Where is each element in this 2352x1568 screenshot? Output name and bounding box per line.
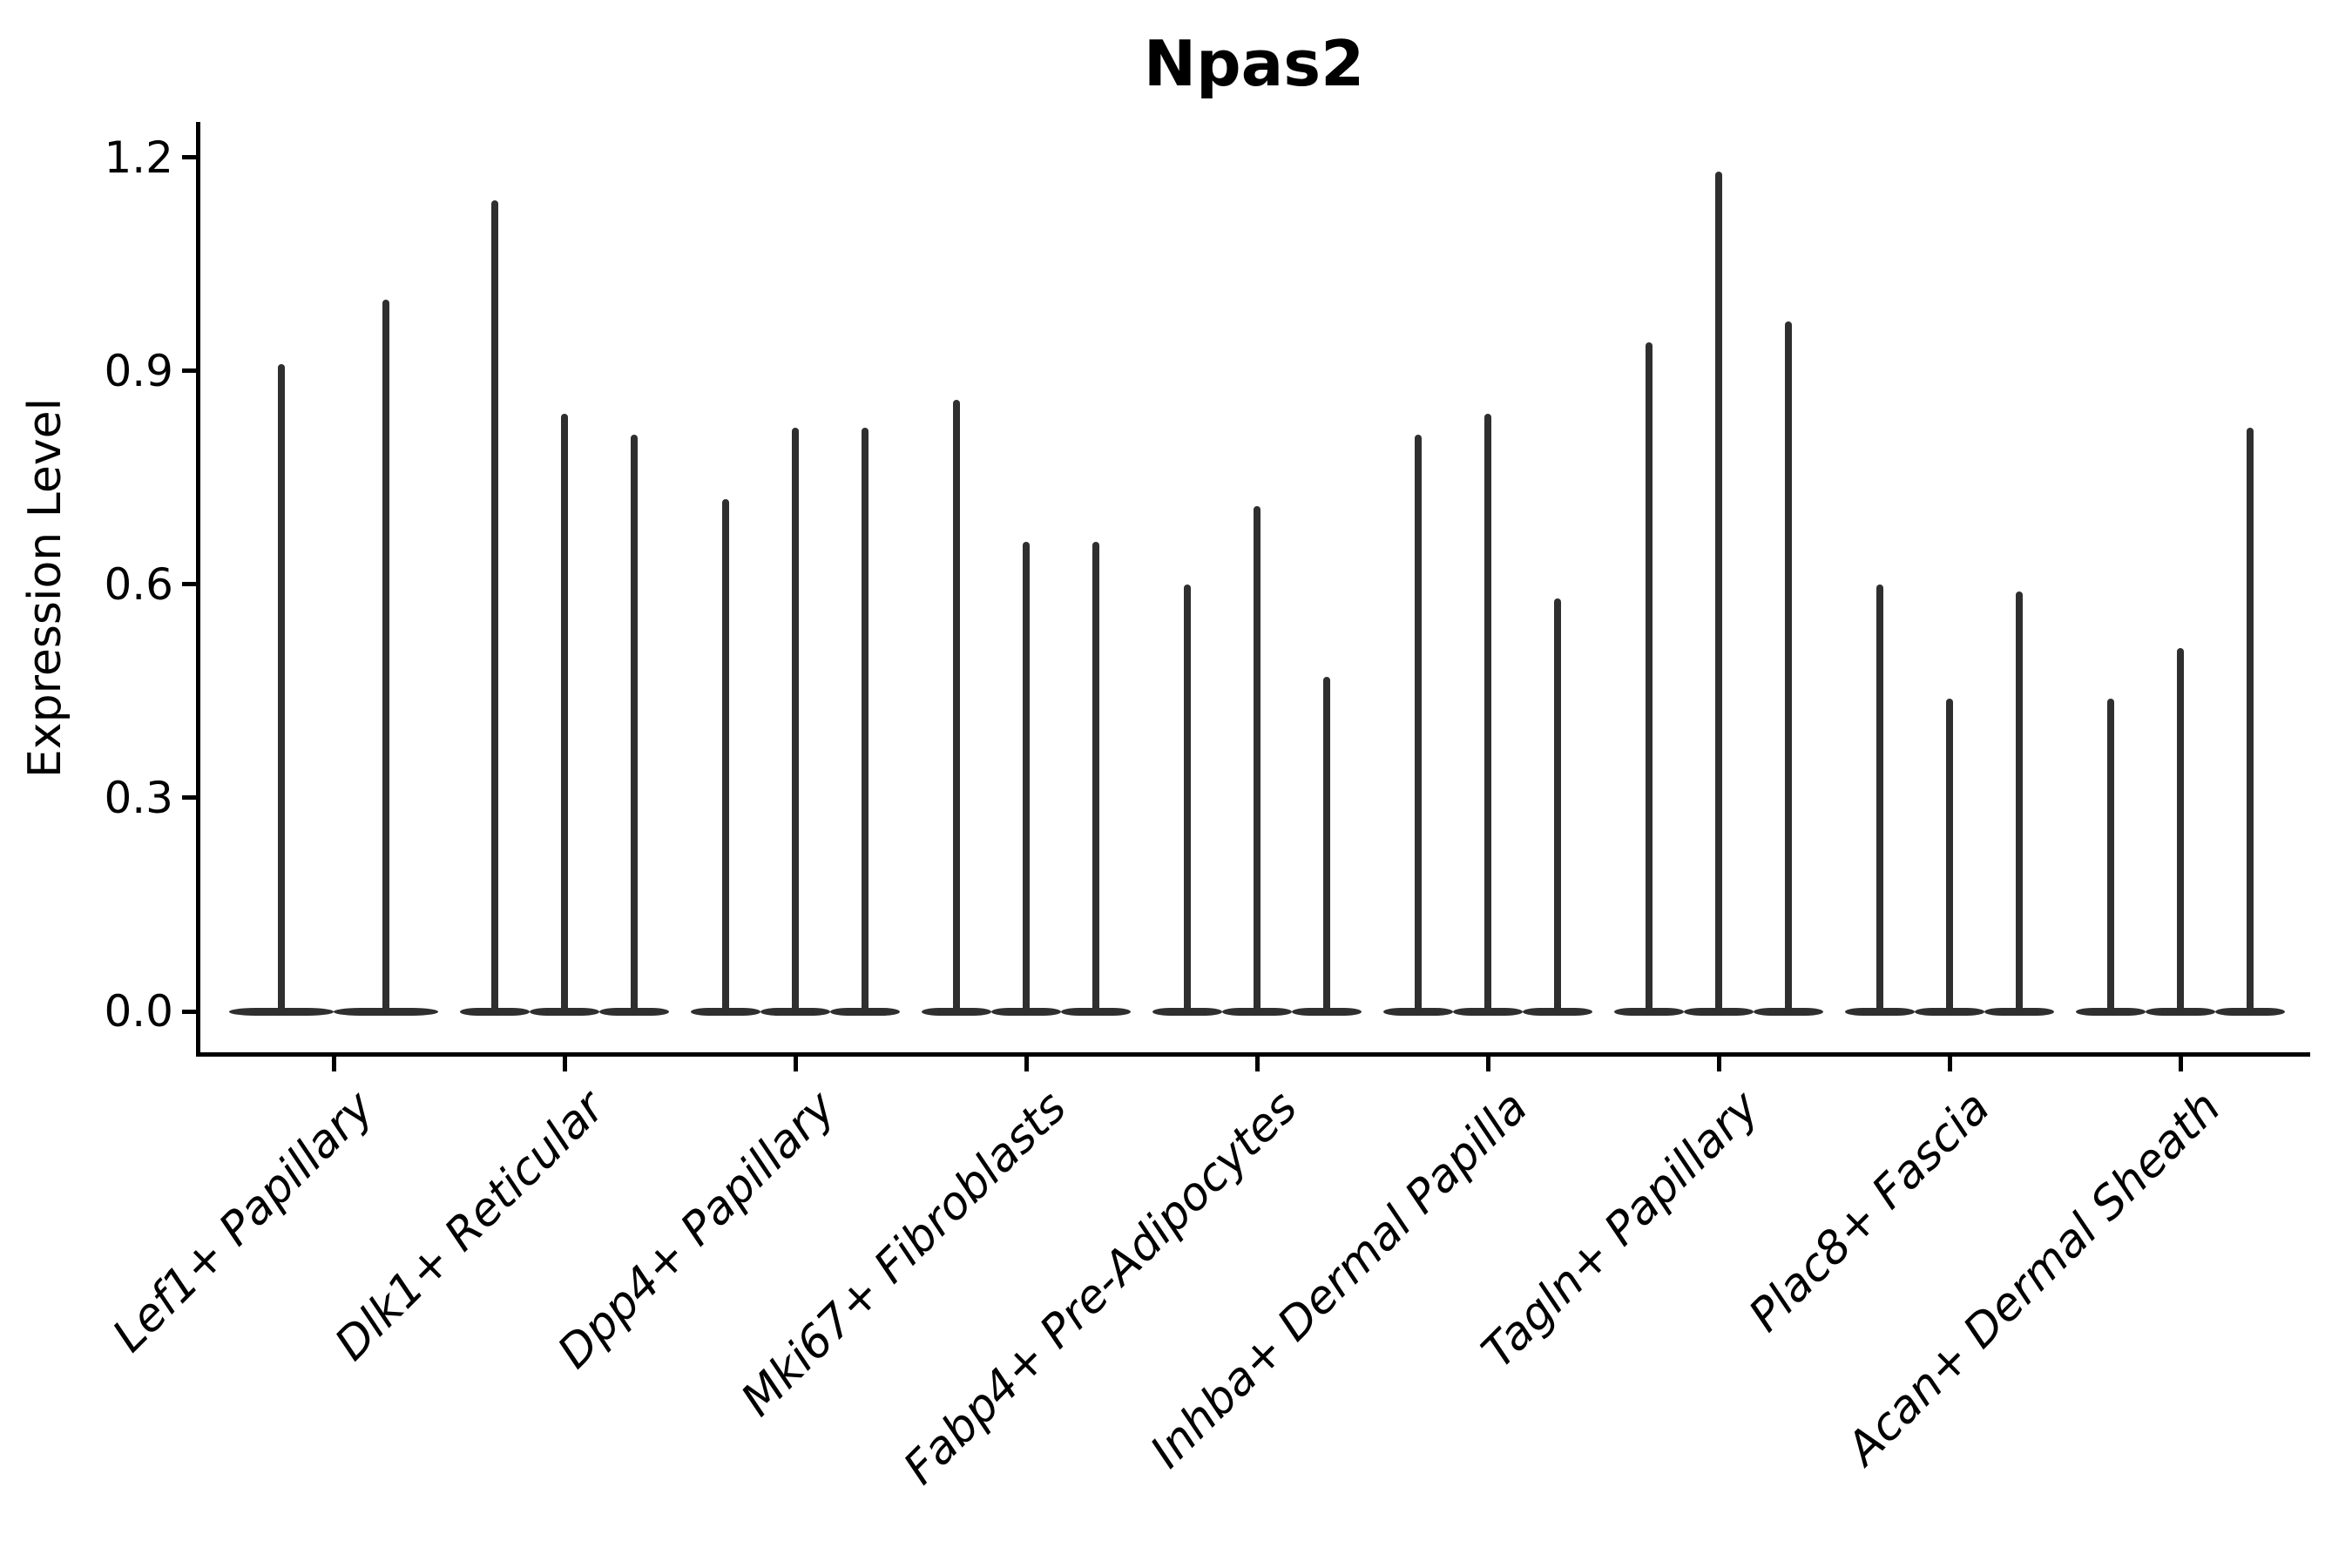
violin-spike <box>561 413 568 1011</box>
violin-base <box>2146 1007 2215 1016</box>
violin-spike <box>1184 584 1191 1011</box>
x-tick <box>1716 1057 1721 1071</box>
violin-spike <box>2247 428 2254 1011</box>
violin-spike <box>1023 541 1030 1011</box>
violin-base <box>1915 1007 1984 1016</box>
y-tick <box>182 368 196 374</box>
violin-spike <box>953 399 960 1011</box>
x-tick-label: Plac8+ Fascia <box>1739 1081 2000 1342</box>
x-tick <box>1254 1057 1260 1071</box>
x-tick <box>1947 1057 1952 1071</box>
violin-base <box>1453 1007 1523 1016</box>
y-tick <box>182 582 196 587</box>
violin-base <box>1383 1007 1453 1016</box>
violin-base <box>1684 1007 1754 1016</box>
violin-spike <box>862 428 868 1011</box>
violin-spike <box>2016 591 2023 1011</box>
violin-base <box>1061 1007 1131 1016</box>
x-axis-spine <box>196 1052 2310 1057</box>
violin-base <box>760 1007 830 1016</box>
violin-base <box>691 1007 760 1016</box>
violin-base <box>2076 1007 2146 1016</box>
x-tick-label: Acan+ Dermal Sheath <box>1836 1081 2231 1476</box>
violin-base <box>1614 1007 1684 1016</box>
x-tick <box>562 1057 567 1071</box>
violin-spike <box>631 435 638 1011</box>
violin-base <box>460 1007 530 1016</box>
violin-spike <box>278 363 285 1011</box>
violin-base <box>1845 1007 1915 1016</box>
violin-base <box>991 1007 1061 1016</box>
violin-spike <box>1876 584 1883 1011</box>
violin-base <box>530 1007 599 1016</box>
x-tick <box>1024 1057 1029 1071</box>
violin-spike <box>382 300 389 1011</box>
violin-base <box>830 1007 900 1016</box>
violin-spike <box>1484 413 1491 1011</box>
violin-spike <box>1646 342 1652 1011</box>
violin-spike <box>1946 698 1953 1011</box>
violin-base <box>1152 1007 1222 1016</box>
y-tick-label: 0.3 <box>104 772 173 823</box>
violin-base <box>1984 1007 2054 1016</box>
violin-base <box>1754 1007 1823 1016</box>
violin-spike <box>1415 435 1422 1011</box>
y-axis-spine <box>196 122 200 1057</box>
x-tick <box>2178 1057 2183 1071</box>
violin-base <box>1292 1007 1362 1016</box>
violin-spike <box>1323 677 1330 1011</box>
x-tick <box>793 1057 798 1071</box>
y-tick <box>182 155 196 160</box>
violin-spike <box>1092 541 1099 1011</box>
violin-spike <box>2177 648 2184 1011</box>
x-tick <box>331 1057 336 1071</box>
violin-base <box>334 1007 438 1016</box>
violin-base <box>2215 1007 2285 1016</box>
violin-spike <box>1715 172 1722 1011</box>
y-tick-label: 0.6 <box>104 558 173 610</box>
y-tick-label: 1.2 <box>104 132 173 183</box>
violin-spike <box>792 428 799 1011</box>
violin-spike <box>1254 506 1260 1011</box>
x-tick-label: Fabp4+ Pre-Adipocytes <box>894 1081 1308 1495</box>
x-tick <box>1485 1057 1490 1071</box>
violin-base <box>922 1007 991 1016</box>
x-tick-label: Inhba+ Dermal Papilla <box>1140 1081 1538 1479</box>
violin-spike <box>1554 598 1561 1011</box>
violin-spike <box>491 199 498 1011</box>
y-tick <box>182 1009 196 1014</box>
violin-base <box>229 1007 334 1016</box>
y-tick-label: 0.9 <box>104 345 173 396</box>
violin-spike <box>2107 698 2114 1011</box>
violin-spike <box>722 498 729 1011</box>
y-tick-label: 0.0 <box>104 986 173 1037</box>
violin-base <box>599 1007 669 1016</box>
violin-base <box>1222 1007 1292 1016</box>
violin-base <box>1523 1007 1592 1016</box>
violin-spike <box>1785 321 1792 1011</box>
y-tick <box>182 795 196 801</box>
chart-title: Npas2 <box>1143 27 1365 100</box>
